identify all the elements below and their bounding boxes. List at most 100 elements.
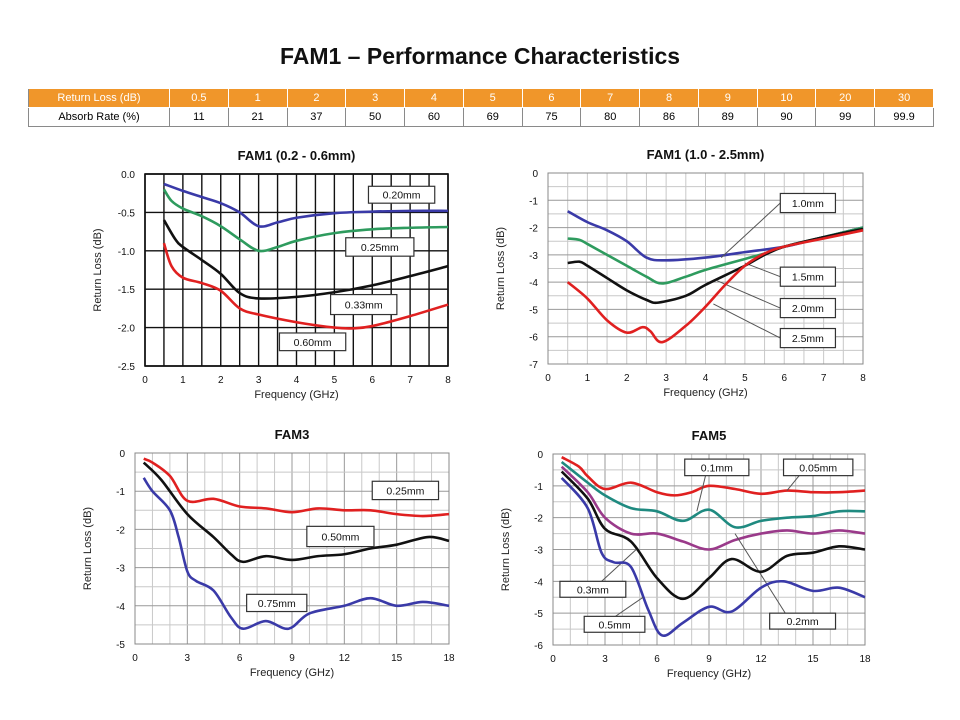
label-leader-line [713, 303, 781, 339]
y-tick-label: 0 [119, 449, 125, 460]
x-tick-label: 7 [407, 375, 413, 386]
series-line-0-75mm [142, 477, 450, 631]
series-line-0-20mm [163, 182, 449, 228]
y-tick-label: -4 [116, 602, 125, 613]
y-axis-label: Return Loss (dB) [500, 508, 512, 591]
x-tick-label: 18 [859, 654, 871, 665]
x-tick-label: 1 [585, 373, 591, 384]
y-tick-label: 0 [537, 450, 543, 461]
absorb-rate-cell: 75 [521, 107, 582, 127]
series-label-box [278, 332, 347, 352]
table-header-row: Return Loss (dB) 0.5 1 2 3 4 5 6 7 8 9 10 20 30 [28, 88, 934, 108]
x-tick-label: 3 [663, 373, 669, 384]
series-line-2-5mm [566, 229, 864, 344]
y-tick-label: -1 [529, 196, 538, 207]
series-label: 0.1mm [701, 462, 733, 474]
y-axis-label: Return Loss (dB) [495, 227, 507, 310]
return-loss-cell: 9 [697, 88, 758, 108]
y-tick-label: 0.0 [121, 170, 135, 181]
series-label-box [779, 266, 837, 287]
series-label: 0.60mm [294, 337, 332, 349]
x-tick-label: 8 [860, 373, 866, 384]
y-tick-label: -1.0 [118, 247, 136, 258]
series-label: 1.5mm [792, 272, 824, 284]
series-label: 0.50mm [321, 531, 359, 543]
return-loss-cell: 0.5 [169, 88, 229, 108]
y-tick-label: -6 [529, 333, 538, 344]
x-axis-label: Frequency (GHz) [250, 667, 334, 679]
absorb-rate-cell: 86 [639, 107, 699, 127]
label-leader-line [744, 262, 781, 278]
label-leader-line [601, 549, 637, 582]
x-tick-label: 9 [289, 653, 295, 664]
y-tick-label: -0.5 [118, 208, 136, 219]
x-tick-label: 3 [256, 375, 262, 386]
series-label: 0.25mm [386, 485, 424, 497]
y-tick-label: -3 [116, 564, 125, 575]
y-axis-label: Return Loss (dB) [82, 507, 94, 590]
absorb-rate-cell: 80 [580, 107, 641, 127]
y-tick-label: -3 [534, 546, 543, 557]
chart-title: FAM1 (1.0 - 2.5mm) [647, 147, 765, 162]
series-label-box [367, 185, 436, 204]
series-label-box [779, 297, 837, 319]
series-label-box [559, 580, 627, 598]
series-label: 0.75mm [258, 598, 296, 610]
series-label: 0.2mm [787, 616, 819, 628]
x-tick-label: 2 [218, 375, 224, 386]
y-tick-label: -1.5 [118, 285, 136, 296]
series-label: 0.20mm [383, 190, 421, 202]
absorb-rate-cell: 90 [756, 107, 817, 127]
chart-title: FAM3 [275, 427, 310, 442]
series-label-box [782, 458, 854, 477]
y-tick-label: -5 [534, 609, 543, 620]
series-label-box [684, 458, 750, 477]
series-label-box [371, 480, 440, 501]
return-loss-cell: 20 [815, 88, 876, 108]
series-label-box [583, 615, 646, 633]
series-line-0-33mm [162, 219, 449, 300]
label-leader-line [696, 475, 707, 512]
return-loss-cell: 30 [874, 88, 934, 108]
label-leader-line [786, 475, 800, 491]
absorb-rate-cell: 50 [345, 107, 406, 127]
x-tick-label: 4 [703, 373, 709, 384]
x-tick-label: 2 [624, 373, 630, 384]
series-label-box [329, 293, 398, 316]
series-label-box [779, 327, 837, 349]
absorb-rate-cell: 37 [286, 107, 347, 127]
x-tick-label: 0 [142, 375, 148, 386]
series-label-box [306, 525, 375, 548]
x-tick-label: 9 [706, 654, 712, 665]
table-row: Absorb Rate (%) 11 21 37 50 60 69 75 80 86 89 90 99 9… [28, 107, 934, 127]
slide-title: FAM1 – Performance Characteristics [279, 43, 681, 69]
series-label: 0.3mm [577, 584, 609, 596]
series-line-0-5mm [560, 477, 866, 637]
x-tick-label: 4 [294, 375, 300, 386]
x-tick-label: 12 [339, 653, 351, 664]
series-label-box [779, 192, 837, 214]
plot-frame [134, 452, 450, 645]
series-label-box [246, 593, 308, 613]
series-label: 2.5mm [792, 333, 824, 345]
y-tick-label: -2 [116, 525, 125, 536]
y-tick-label: 0 [532, 169, 538, 180]
plot-frame [144, 173, 449, 367]
x-tick-label: 0 [132, 653, 138, 664]
series-label: 1.0mm [792, 198, 824, 210]
absorb-rate-cell: 69 [462, 107, 523, 127]
x-tick-label: 3 [602, 654, 608, 665]
x-axis-label: Frequency (GHz) [254, 389, 338, 401]
absorb-rate-cell: 99.9 [874, 107, 934, 127]
y-tick-label: -1 [116, 487, 125, 498]
x-tick-label: 6 [369, 375, 375, 386]
x-tick-label: 3 [185, 653, 191, 664]
return-loss-cell: 7 [580, 88, 641, 108]
series-label: 0.25mm [361, 242, 399, 254]
x-tick-label: 6 [781, 373, 787, 384]
return-loss-cell: 4 [404, 88, 464, 108]
y-tick-label: -7 [529, 360, 538, 371]
x-tick-label: 15 [807, 654, 819, 665]
x-tick-label: 15 [391, 653, 403, 664]
